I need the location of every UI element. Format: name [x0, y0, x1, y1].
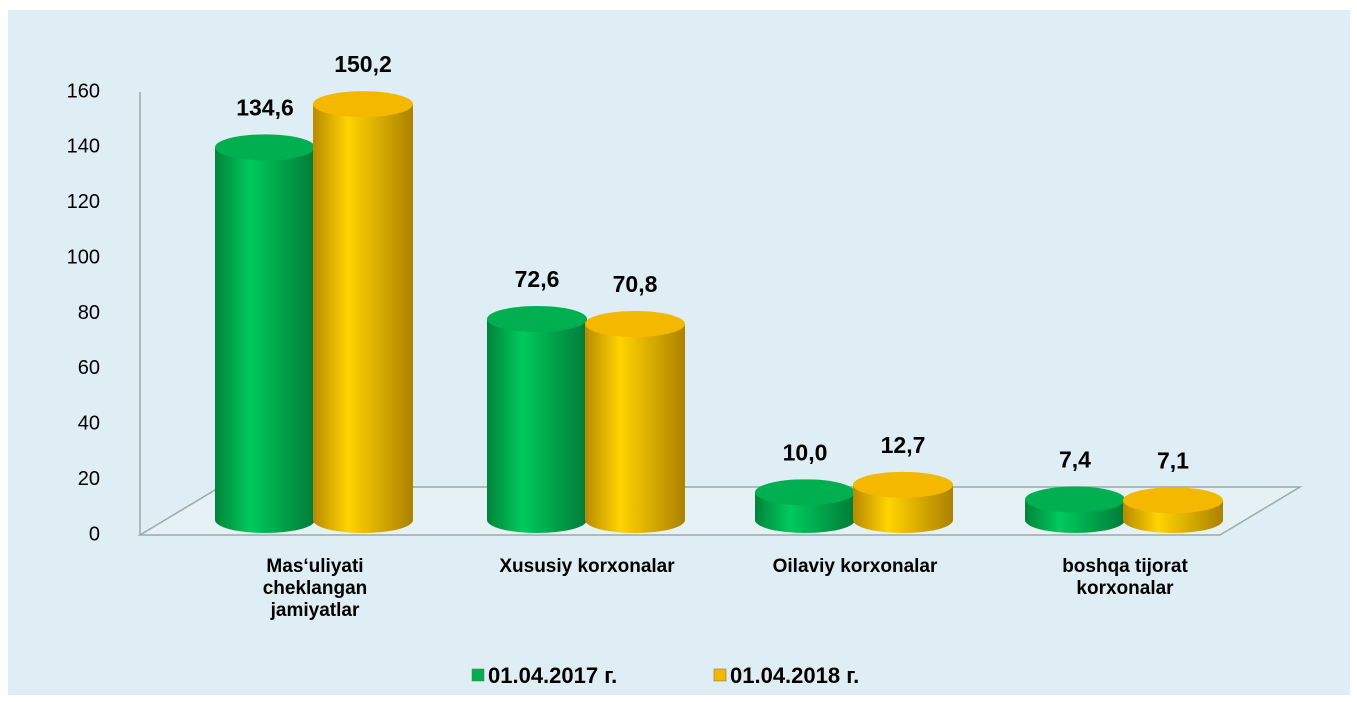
y-tick-label: 160: [67, 80, 100, 102]
bar-top: [1025, 486, 1125, 513]
value-label: 70,8: [613, 271, 658, 297]
x-tick-label: Xususiy korxonalar: [499, 556, 675, 577]
value-label: 10,0: [783, 439, 828, 465]
bar-top: [755, 479, 855, 506]
x-tick-label: boshqa tijorat korxonalar: [1062, 556, 1188, 599]
y-tick-label: 20: [78, 468, 100, 490]
legend-swatch: [713, 668, 727, 682]
value-label: 12,7: [881, 432, 926, 458]
x-tick-label: Mas‘uliyati cheklangan jamiyatlar: [262, 556, 368, 621]
y-tick-label: 0: [89, 523, 100, 545]
value-label: 7,4: [1059, 447, 1091, 473]
bar: [585, 323, 685, 520]
value-label: 72,6: [515, 266, 560, 292]
value-label: 150,2: [334, 51, 392, 77]
legend-label: 01.04.2017 г.: [488, 663, 617, 688]
floor: [137, 486, 1303, 536]
x-tick-label: Oilaviy korxonalar: [772, 556, 938, 577]
y-tick-label: 100: [67, 246, 100, 268]
bar-top: [313, 91, 413, 118]
bar: [487, 318, 587, 520]
legend-swatch: [471, 668, 485, 682]
value-label: 7,1: [1157, 447, 1189, 473]
y-tick-label: 80: [78, 302, 100, 324]
bar-top: [1123, 487, 1223, 514]
y-tick-label: 40: [78, 413, 100, 435]
bar-top: [215, 134, 315, 161]
bar: [313, 104, 413, 520]
y-tick-label: 60: [78, 357, 100, 379]
y-tick-label: 140: [67, 136, 100, 158]
value-label: 134,6: [236, 94, 294, 120]
bar-top: [585, 310, 685, 337]
legend-label: 01.04.2018 г.: [730, 663, 859, 688]
bar: [215, 147, 315, 521]
bar-top: [487, 305, 587, 332]
y-tick-label: 120: [67, 191, 100, 213]
bar-top: [853, 471, 953, 498]
